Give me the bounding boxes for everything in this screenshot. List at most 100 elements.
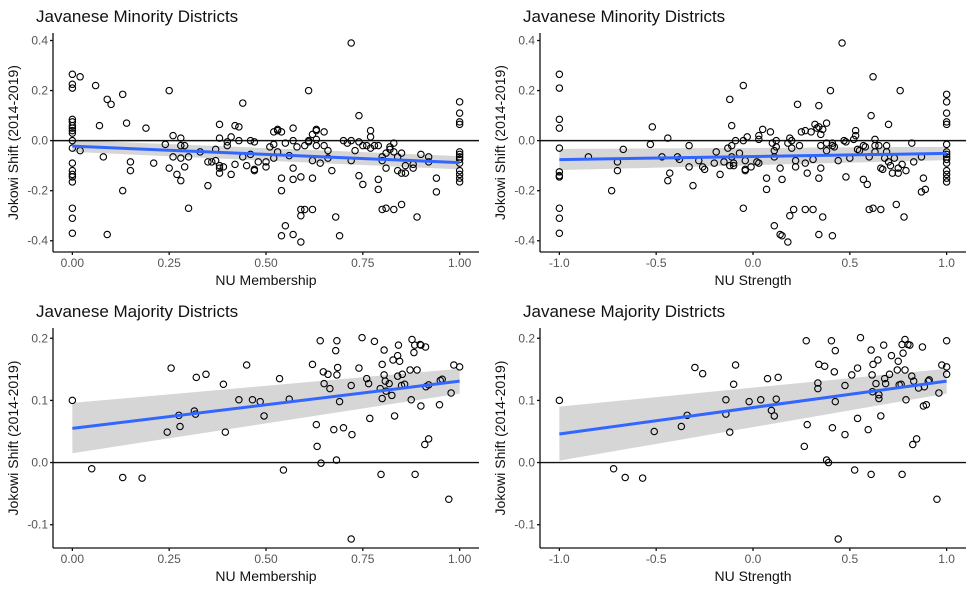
data-point (884, 120, 893, 129)
data-point (386, 143, 394, 151)
data-point (289, 136, 297, 145)
data-point (893, 366, 902, 374)
data-point (789, 205, 798, 214)
data-point (834, 535, 842, 543)
data-point (787, 144, 796, 152)
data-point (68, 396, 77, 405)
data-point (767, 406, 776, 415)
data-point (347, 136, 355, 145)
y-tick-label: 0.1 (31, 393, 48, 407)
data-point (355, 111, 363, 120)
regression-line (559, 151, 947, 162)
data-point (650, 427, 658, 436)
data-point (347, 535, 355, 543)
y-axis-title: Jokowi Shift (2014-2019) (5, 361, 21, 516)
x-tick-label: 1.0 (938, 552, 955, 566)
y-tick-label: 0.2 (518, 84, 535, 98)
data-point (165, 86, 173, 95)
data-point (68, 229, 77, 237)
data-point (281, 139, 290, 147)
data-point (776, 164, 784, 172)
data-point (335, 397, 344, 406)
data-point (320, 128, 328, 136)
data-point (894, 169, 902, 177)
data-point (884, 158, 893, 166)
data-point (784, 139, 792, 147)
data-point (260, 412, 268, 420)
data-point (358, 333, 366, 342)
data-point (869, 204, 877, 212)
data-point (648, 123, 657, 131)
data-point (320, 141, 328, 150)
data-point (432, 174, 441, 182)
data-point (273, 126, 282, 135)
data-point (710, 159, 719, 167)
data-point (830, 368, 839, 376)
data-point (784, 238, 792, 246)
data-point (756, 396, 765, 404)
data-point (815, 101, 823, 110)
data-point (935, 389, 943, 397)
data-point (848, 371, 856, 379)
data-point (942, 166, 951, 175)
data-point (297, 173, 305, 181)
data-point (942, 98, 951, 106)
data-point (221, 428, 230, 436)
data-point (921, 185, 930, 194)
data-point (555, 144, 564, 152)
data-point (370, 141, 379, 150)
data-point (726, 428, 734, 436)
data-point (177, 176, 185, 185)
data-point (165, 164, 173, 172)
data-point (231, 121, 239, 130)
data-point (366, 126, 375, 135)
data-point (842, 138, 850, 146)
data-point (68, 84, 77, 92)
data-point (242, 361, 251, 369)
data-point (76, 73, 84, 81)
data-point (729, 380, 738, 388)
data-point (743, 133, 751, 141)
data-point (320, 379, 328, 388)
data-point (727, 141, 736, 150)
x-tick-label: 0.0 (745, 256, 762, 270)
data-point (297, 211, 305, 220)
data-point (184, 204, 193, 212)
data-point (755, 131, 763, 140)
data-point (277, 186, 286, 195)
y-tick-label: -0.2 (27, 184, 48, 198)
data-point (366, 144, 375, 152)
data-point (401, 161, 410, 170)
data-point (455, 178, 464, 186)
data-point (312, 420, 321, 429)
data-point (555, 84, 564, 92)
data-point (223, 138, 232, 146)
data-point (219, 380, 228, 388)
data-point (828, 423, 837, 432)
data-point (445, 495, 453, 503)
data-point (330, 425, 338, 434)
data-point (447, 389, 455, 397)
data-point (834, 156, 842, 165)
data-point (942, 174, 951, 182)
scatter-chart: Javanese Majority Districts -0.1 0.0 0.1 0.2… (492, 302, 966, 584)
data-point (853, 414, 862, 423)
data-point (942, 118, 951, 126)
data-point (875, 394, 883, 403)
data-point (397, 169, 406, 177)
data-point (366, 414, 374, 423)
data-point (378, 205, 386, 214)
data-point (685, 163, 693, 171)
data-point (778, 231, 786, 240)
data-point (555, 124, 564, 132)
data-point (180, 163, 189, 171)
data-point (820, 362, 829, 370)
data-point (864, 425, 872, 434)
data-point (731, 361, 740, 369)
data-point (332, 456, 341, 464)
chart-title: Javanese Minority Districts (36, 7, 238, 26)
data-point (91, 81, 100, 90)
data-point (385, 379, 393, 388)
data-point (912, 435, 921, 443)
data-point (755, 159, 763, 167)
